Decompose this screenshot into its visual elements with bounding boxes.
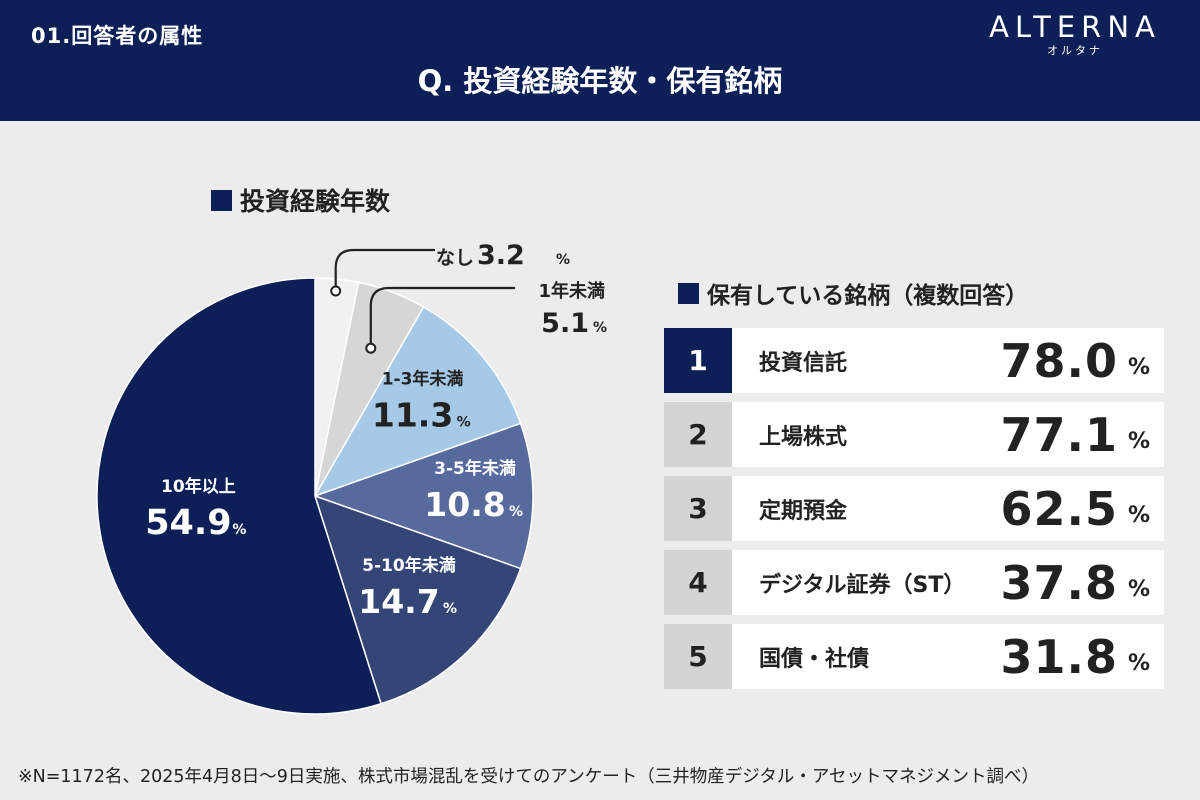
logo-text: ALTERNA [989, 10, 1161, 44]
slice-label: なし [436, 247, 474, 269]
footnote: ※N=1172名、2025年4月8日〜9日実施、株式市場混乱を受けてのアンケート… [18, 767, 1039, 787]
ranking-row: 1 投資信託 78.0 % [664, 328, 1164, 393]
header-banner: 01.回答者の属性 Q. 投資経験年数・保有銘柄 ALTERNA オルタナ [0, 0, 1200, 121]
holding-percent: 31.8 [1000, 629, 1118, 684]
rank-number: 1 [664, 328, 732, 393]
holding-percent: 62.5 [1000, 481, 1118, 536]
rank-number: 4 [664, 550, 732, 615]
rank-number: 5 [664, 624, 732, 689]
percent-unit: % [1127, 577, 1150, 602]
slice-value: 14.7 [358, 582, 439, 621]
ranking-row: 3 定期預金 62.5 % [664, 476, 1164, 541]
slice-label: 1年未満 [538, 280, 605, 302]
slice-10yr-plus [96, 277, 383, 715]
percent-unit: % [1127, 503, 1150, 528]
ranking-row: 5 国債・社債 31.8 % [664, 624, 1164, 689]
slice-label: 5-10年未満 [362, 555, 456, 576]
slice-unit: % [509, 504, 523, 520]
holdings-heading: 保有している銘柄（複数回答） [678, 276, 1028, 310]
rank-number: 2 [664, 402, 732, 467]
percent-unit: % [1127, 429, 1150, 454]
leader-dot [330, 285, 342, 297]
slice-unit: % [457, 414, 471, 430]
slice-label: 3-5年未満 [434, 458, 516, 479]
heading-square-icon [678, 282, 699, 304]
ranking-row: 2 上場株式 77.1 % [664, 402, 1164, 467]
percent-unit: % [1127, 651, 1150, 676]
page-title: Q. 投資経験年数・保有銘柄 [417, 64, 783, 98]
slice-value: 54.9 [145, 503, 231, 543]
holding-name: 定期預金 [759, 498, 848, 524]
slice-label: 1-3年未満 [382, 368, 464, 389]
section-label: 01.回答者の属性 [31, 24, 204, 48]
holding-percent: 78.0 [1000, 333, 1118, 388]
slice-unit: % [593, 320, 607, 336]
slice-value: 10.8 [424, 485, 505, 524]
slice-1-3yr [313, 305, 522, 498]
holdings-title: 保有している銘柄（複数回答） [707, 283, 1029, 309]
holding-name: 投資信託 [759, 350, 848, 376]
leader-dot [365, 342, 377, 354]
leader-line-none [334, 248, 435, 291]
holding-name: 国債・社債 [759, 646, 870, 672]
pie-chart-title: 投資経験年数 [240, 187, 391, 216]
slice-unit: % [232, 522, 246, 538]
brand-logo: ALTERNA オルタナ [970, 10, 1180, 58]
ranking-row: 4 デジタル証券（ST） 37.8 % [664, 550, 1164, 615]
holding-percent: 77.1 [1000, 407, 1118, 462]
slice-3-5yr [312, 422, 534, 570]
holding-name: デジタル証券（ST） [759, 572, 966, 598]
rank-number: 3 [664, 476, 732, 541]
holding-percent: 37.8 [1000, 555, 1118, 610]
slice-value: 11.3 [372, 395, 453, 434]
holding-name: 上場株式 [759, 424, 848, 450]
holdings-ranking-list: 1 投資信託 78.0 % 2 上場株式 77.1 % 3 定期預金 62.5 … [664, 328, 1164, 698]
slice-5-10yr [313, 494, 522, 705]
slice-unit: % [443, 601, 457, 617]
slice-value: 5.1 [541, 308, 589, 339]
slice-value: 3.2 [477, 240, 525, 271]
heading-square-icon [211, 189, 232, 211]
slice-label: 10年以上 [161, 476, 236, 497]
slice-unit: % [556, 252, 570, 268]
percent-unit: % [1127, 355, 1150, 380]
pie-chart-heading: 投資経験年数 [211, 182, 390, 218]
logo-subtext: オルタナ [1047, 44, 1103, 57]
leader-line-under-1yr [369, 286, 515, 349]
